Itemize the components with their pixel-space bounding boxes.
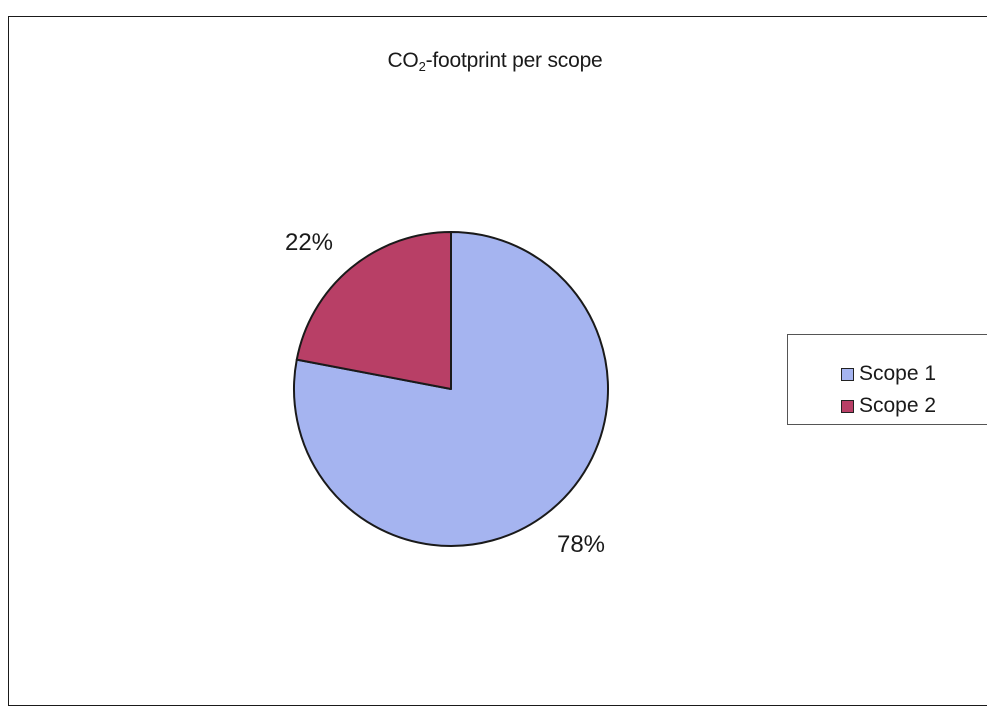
chart-title-subscript: 2 [418,59,426,74]
legend-swatch-scope-1 [841,367,854,381]
chart-title: CO2-footprint per scope [9,49,981,73]
legend-label-scope-1: Scope 1 [859,362,937,385]
legend: Scope 1 Scope 2 [787,334,987,425]
legend-label-scope-2: Scope 2 [859,394,937,417]
chart-title-rest: -footprint per scope [425,49,603,72]
data-label-scope-2: 22% [285,229,333,256]
pie-slice-scope-2 [295,231,452,390]
data-label-scope-1: 78% [557,531,605,558]
legend-swatch-scope-2 [841,399,854,413]
legend-item-scope-1: Scope 1 [841,361,936,387]
chart-area: CO2-footprint per scope 78% 22% Scope 1 S… [8,16,987,706]
pie-chart: 78% 22% [285,229,609,558]
pie-slice-scope-1 [293,231,609,547]
legend-item-scope-2: Scope 2 [841,393,936,419]
chart-title-main: CO [387,49,419,72]
